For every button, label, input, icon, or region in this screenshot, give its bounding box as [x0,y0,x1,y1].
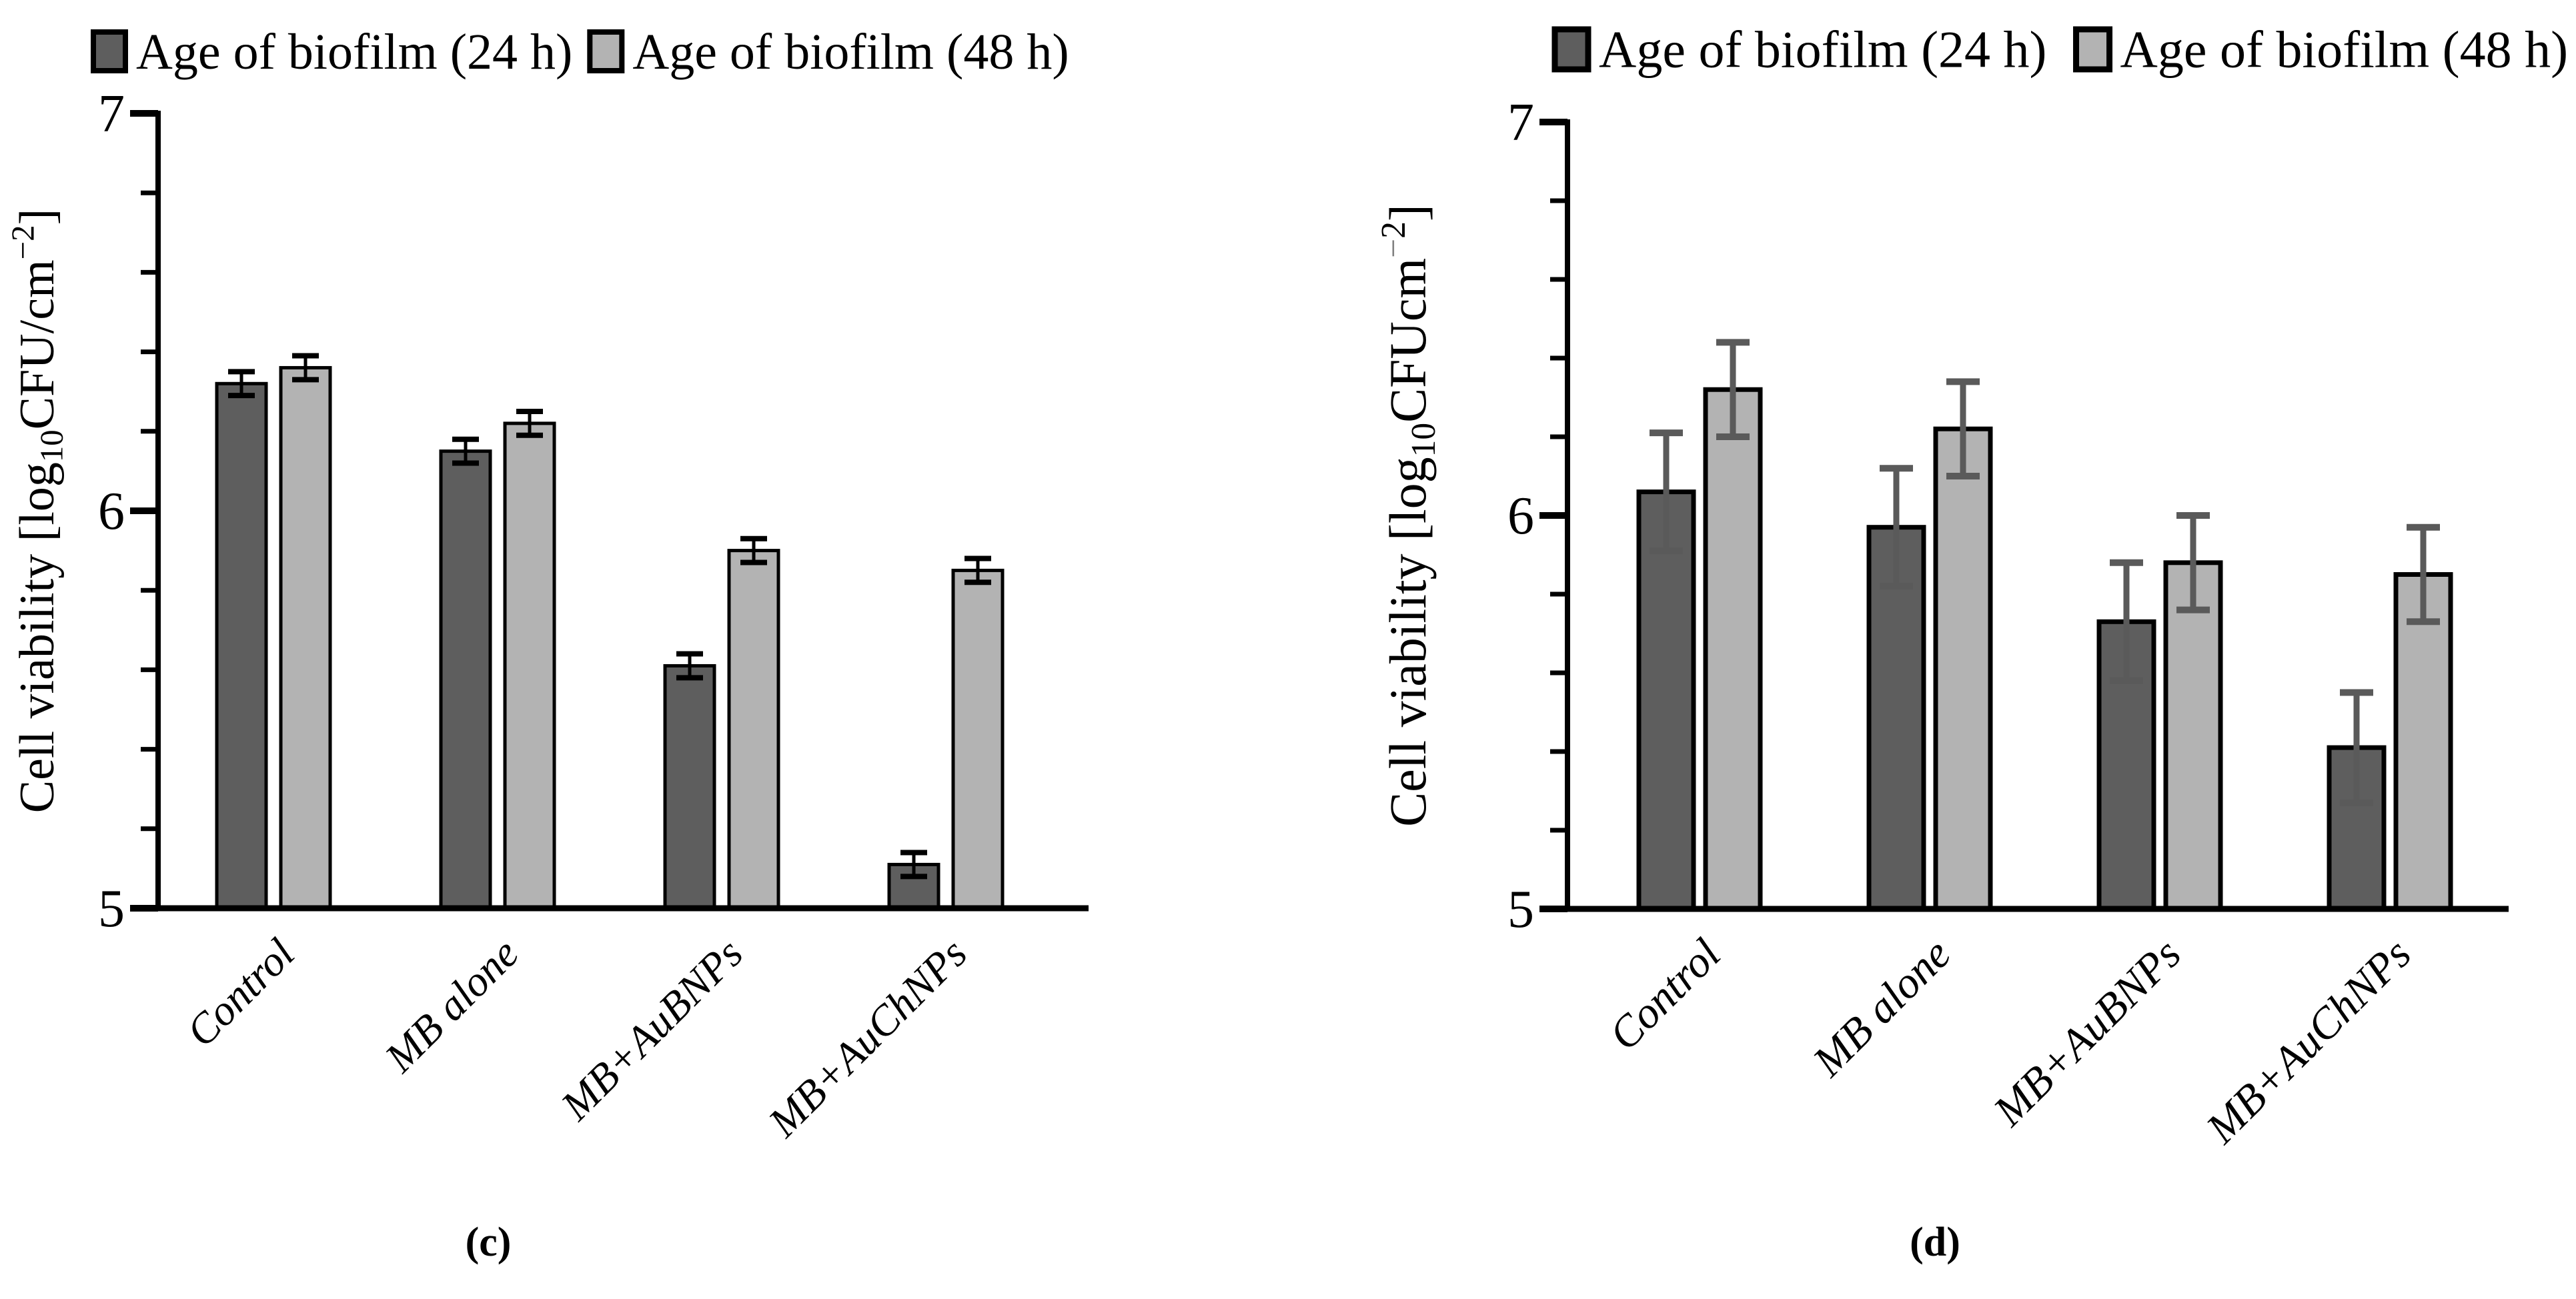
legend-label-48h: Age of biofilm (48 h) [2120,21,2569,79]
bar-mb-alone-24h [439,449,492,910]
chart-d-svg: Age of biofilm (24 h) Age of biofilm (48 … [1375,21,2569,1154]
legend-swatch-24h [91,29,128,73]
bar-control-48h [1703,387,1763,912]
y-tick-label: 5 [1507,880,1534,939]
x-axis-label-control: Control [1599,930,1730,1060]
y-axis-title: Cell viability [log10CFU/cm−2] [4,209,69,814]
bar-control-24h [215,381,268,910]
legend-label-48h: Age of biofilm (48 h) [632,24,1069,80]
bar-control-48h [279,365,332,910]
x-axis-label-mb-aubnps: MB+AuBNPs [1984,930,2190,1136]
y-tick-label: 7 [98,85,125,143]
y-tick-label: 7 [1507,93,1534,152]
legend-swatch-24h [1551,26,1591,73]
chart-panel-c: Age of biofilm (24 h) Age of biofilm (48 … [4,24,1089,1265]
x-axis-label-mb-aubnps: MB+AuBNPs [552,930,752,1130]
x-axis-label-mb-auchnps: MB+AuChNPs [2196,930,2420,1153]
x-axis-label-mb-alone: MB alone [376,930,528,1082]
y-tick-label: 6 [98,482,125,541]
y-axis-title: Cell viability [log10CFUcm−2] [1375,204,1443,827]
legend-swatch-48h [2073,26,2113,73]
bar-mb-alone-24h [1866,525,1926,912]
bar-mb-aubnps-24h [663,664,716,910]
chart-c-caption: (c) [465,1220,512,1265]
chart-panel-d: Age of biofilm (24 h) Age of biofilm (48 … [1288,0,2576,1299]
x-axis-label-mb-alone: MB alone [1804,930,1960,1086]
bar-control-24h [1636,489,1696,912]
chart-c-svg: Age of biofilm (24 h) Age of biofilm (48 … [4,24,1089,1146]
chart-d-caption: (d) [1910,1220,1960,1265]
legend-label-24h: Age of biofilm (24 h) [136,24,572,80]
x-axis-label-control: Control [177,930,303,1056]
bar-mb-auchnps-48h [951,568,1005,910]
bar-mb-alone-48h [503,421,556,910]
bar-mb-aubnps-48h [2163,560,2223,912]
legend-label-24h: Age of biofilm (24 h) [1599,21,2047,79]
legend-swatch-48h [587,29,625,73]
x-axis-label-mb-auchnps: MB+AuChNPs [759,930,976,1146]
y-tick-label: 6 [1507,487,1534,545]
bar-mb-alone-48h [1933,426,1993,912]
y-tick-label: 5 [98,880,125,938]
bar-mb-aubnps-48h [727,549,780,910]
